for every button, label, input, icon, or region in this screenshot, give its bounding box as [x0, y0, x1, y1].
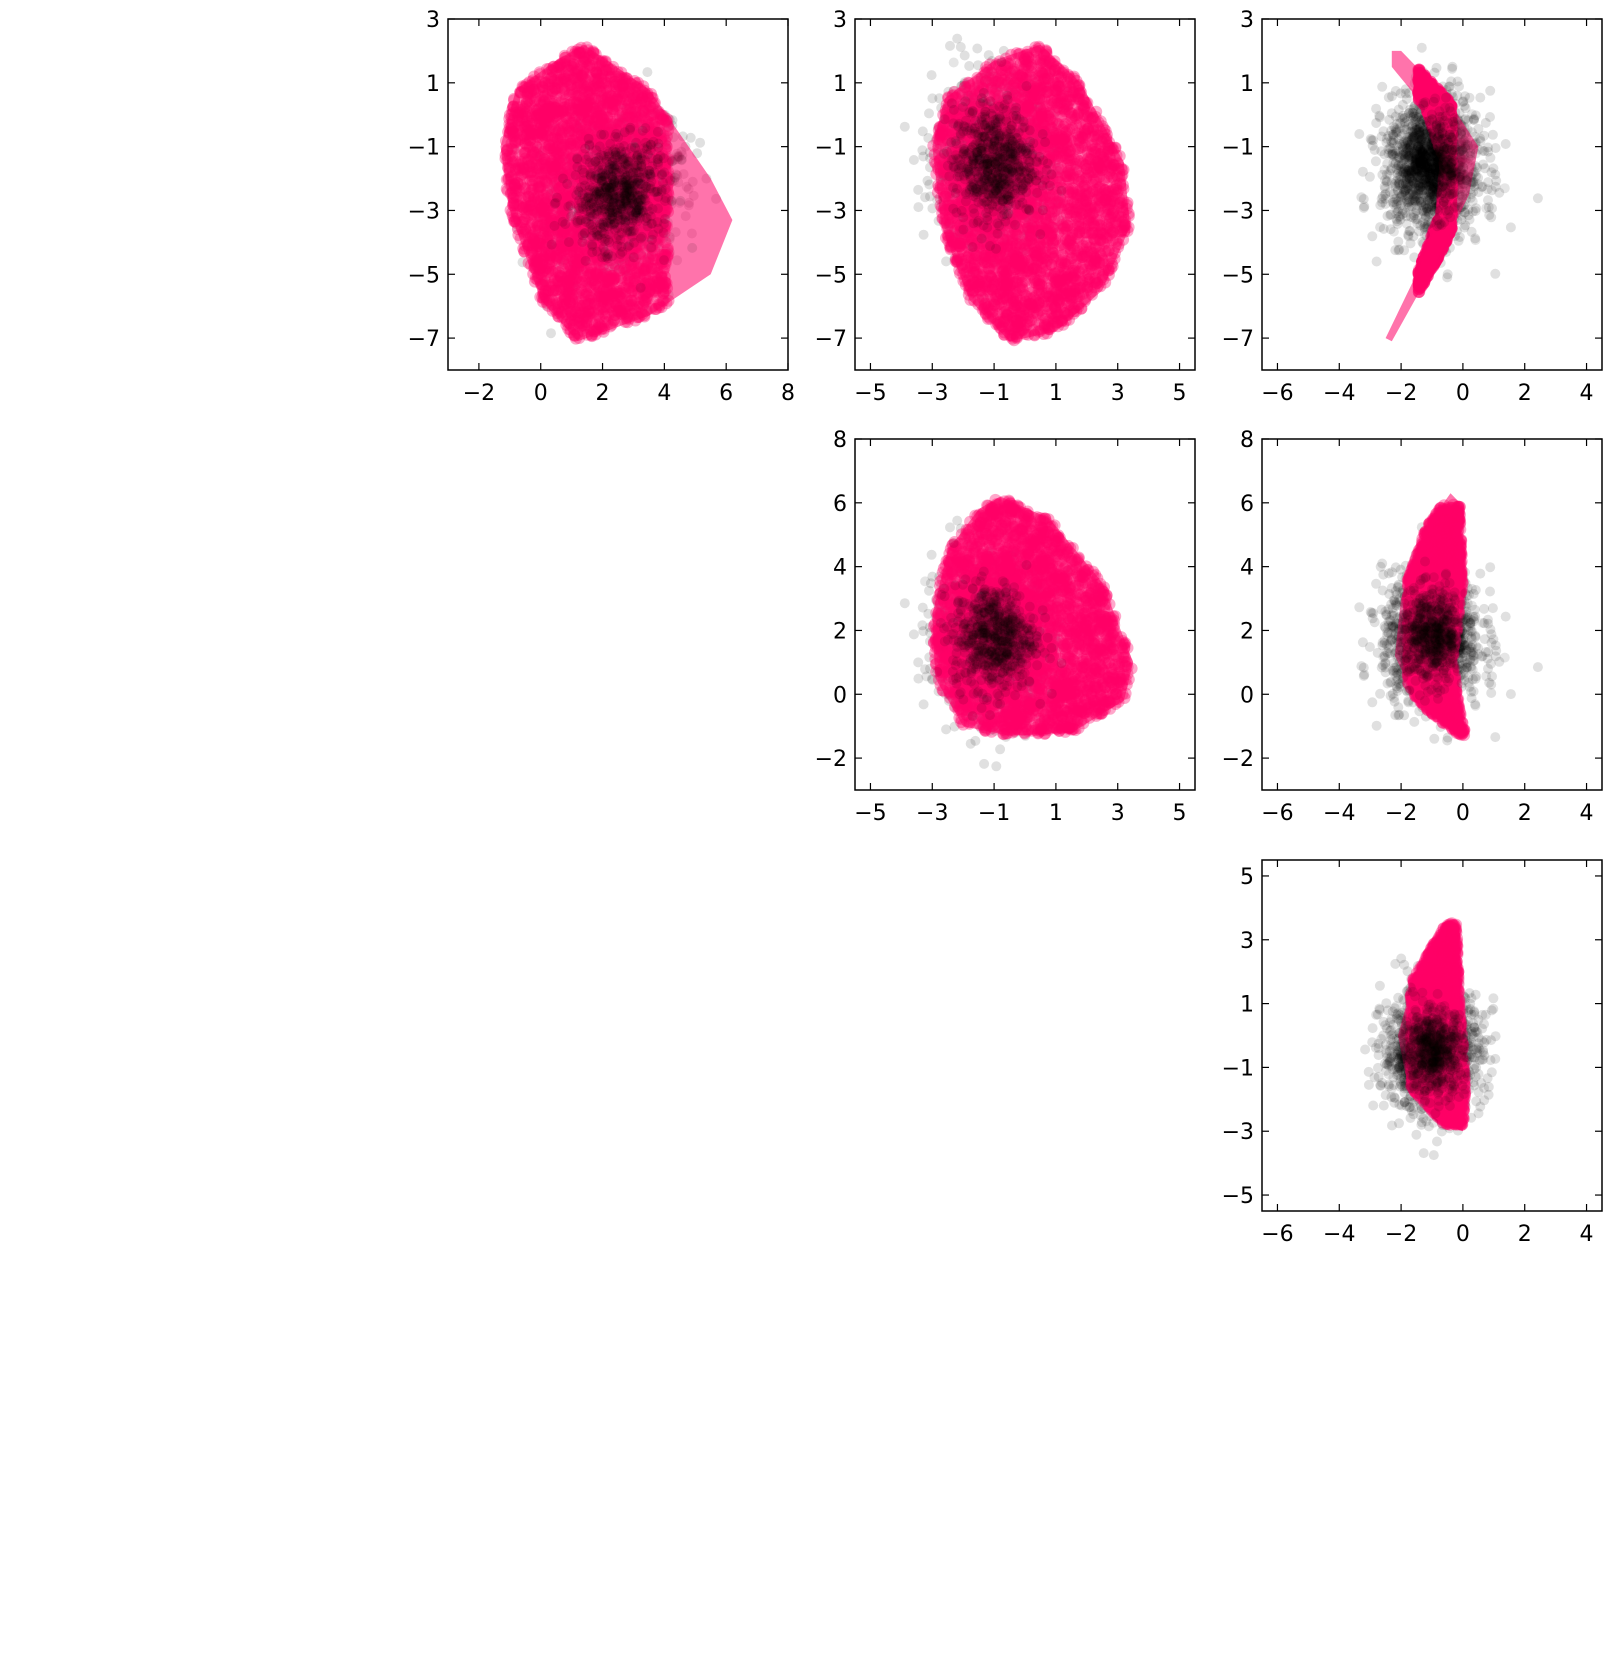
x-tick-label: 0	[534, 381, 548, 406]
scatter-point	[676, 154, 687, 165]
scatter-point	[685, 132, 696, 143]
scatter-point	[558, 173, 568, 184]
scatter-point	[666, 195, 677, 206]
scatter-point	[589, 202, 599, 213]
scatter-point	[563, 237, 574, 248]
scatter-point	[659, 255, 670, 266]
scatter-point	[593, 173, 603, 184]
scatter-point	[635, 282, 646, 293]
plot-area	[899, 33, 1135, 347]
scatter-point	[625, 124, 635, 135]
scatter-point	[627, 231, 638, 242]
scatter-point	[605, 138, 616, 149]
scatter-point	[603, 249, 614, 260]
scatter-point	[653, 203, 663, 214]
plot-area	[499, 41, 733, 345]
scatter-point	[695, 137, 706, 148]
scatter-point	[628, 252, 639, 263]
scatter-point	[642, 169, 653, 180]
scatter-point	[945, 40, 955, 51]
scatter-point	[924, 108, 934, 119]
x-tick-label: 8	[781, 381, 795, 406]
scatter-point	[606, 205, 617, 216]
scatter-point	[606, 214, 617, 225]
scatter-point	[613, 132, 624, 143]
scatter-point	[687, 242, 698, 253]
scatter-point	[652, 126, 663, 137]
scatter-point	[587, 241, 598, 252]
scatter-point	[549, 198, 560, 209]
panel-row1-col1: −2 0 2 4 6 8 3 1 −1 −3 −5 −7	[408, 8, 795, 406]
x-tick-label: 4	[657, 381, 671, 406]
scatter-point	[642, 141, 653, 152]
scatter-point	[634, 203, 644, 214]
scatter-point	[604, 151, 615, 162]
scatter-point	[657, 169, 668, 180]
scatter-point	[600, 233, 611, 244]
scatter-point	[579, 228, 590, 239]
y-tick-label: −5	[408, 263, 440, 288]
scatter-point	[549, 220, 560, 231]
scatter-point	[580, 255, 591, 266]
scatter-point	[594, 141, 605, 152]
scatter-point	[577, 237, 588, 247]
scatter-point	[660, 214, 670, 224]
scatter-point	[642, 213, 652, 223]
scatter-point	[628, 186, 639, 197]
scatter-point	[560, 219, 571, 230]
y-tick-label: 1	[426, 72, 440, 97]
scatter-point	[631, 137, 642, 148]
scatter-point	[642, 67, 653, 78]
scatter-point	[964, 61, 975, 71]
scatter-point	[653, 223, 664, 234]
x-tick-label: −2	[463, 381, 495, 406]
y-tick-label: −1	[408, 136, 440, 161]
scatter-point	[584, 139, 595, 150]
series-1	[499, 41, 733, 345]
scatter-point	[546, 239, 557, 250]
scatter-point	[675, 195, 686, 206]
scatter-point	[625, 168, 636, 179]
scatter-point	[640, 123, 651, 134]
scatter-point	[632, 160, 643, 171]
scatter-point	[572, 153, 582, 164]
y-tick-label: −3	[408, 199, 440, 224]
scatter-point	[619, 158, 630, 169]
scatter-point	[636, 231, 647, 242]
scatter-point	[563, 201, 574, 212]
scatter-point	[665, 175, 676, 186]
scatter-point	[913, 184, 924, 195]
x-tick-label: 2	[596, 381, 610, 406]
scatter-point	[658, 153, 669, 164]
scatter-point	[577, 164, 588, 175]
scatter-point	[566, 211, 577, 222]
scatter-point	[517, 257, 528, 268]
y-tick-label: −7	[408, 327, 440, 352]
scatter-point	[652, 186, 663, 197]
scatter-point	[596, 129, 607, 140]
x-tick-label: 6	[719, 381, 733, 406]
scatter-point	[618, 188, 629, 199]
scatter-point	[608, 166, 618, 176]
scatter-point	[619, 141, 629, 152]
scatter-point	[590, 156, 601, 167]
y-tick-label: 3	[426, 8, 440, 33]
scatter-point	[647, 234, 657, 245]
scatter-point	[959, 50, 970, 61]
scatter-point	[546, 328, 556, 339]
panel-row1-col2: −5 −3 −1 1 3 531−1−3−5−7	[815, 8, 1196, 406]
scatter-point	[640, 195, 651, 206]
scatter-point	[972, 43, 983, 54]
scatter-point	[617, 246, 628, 257]
